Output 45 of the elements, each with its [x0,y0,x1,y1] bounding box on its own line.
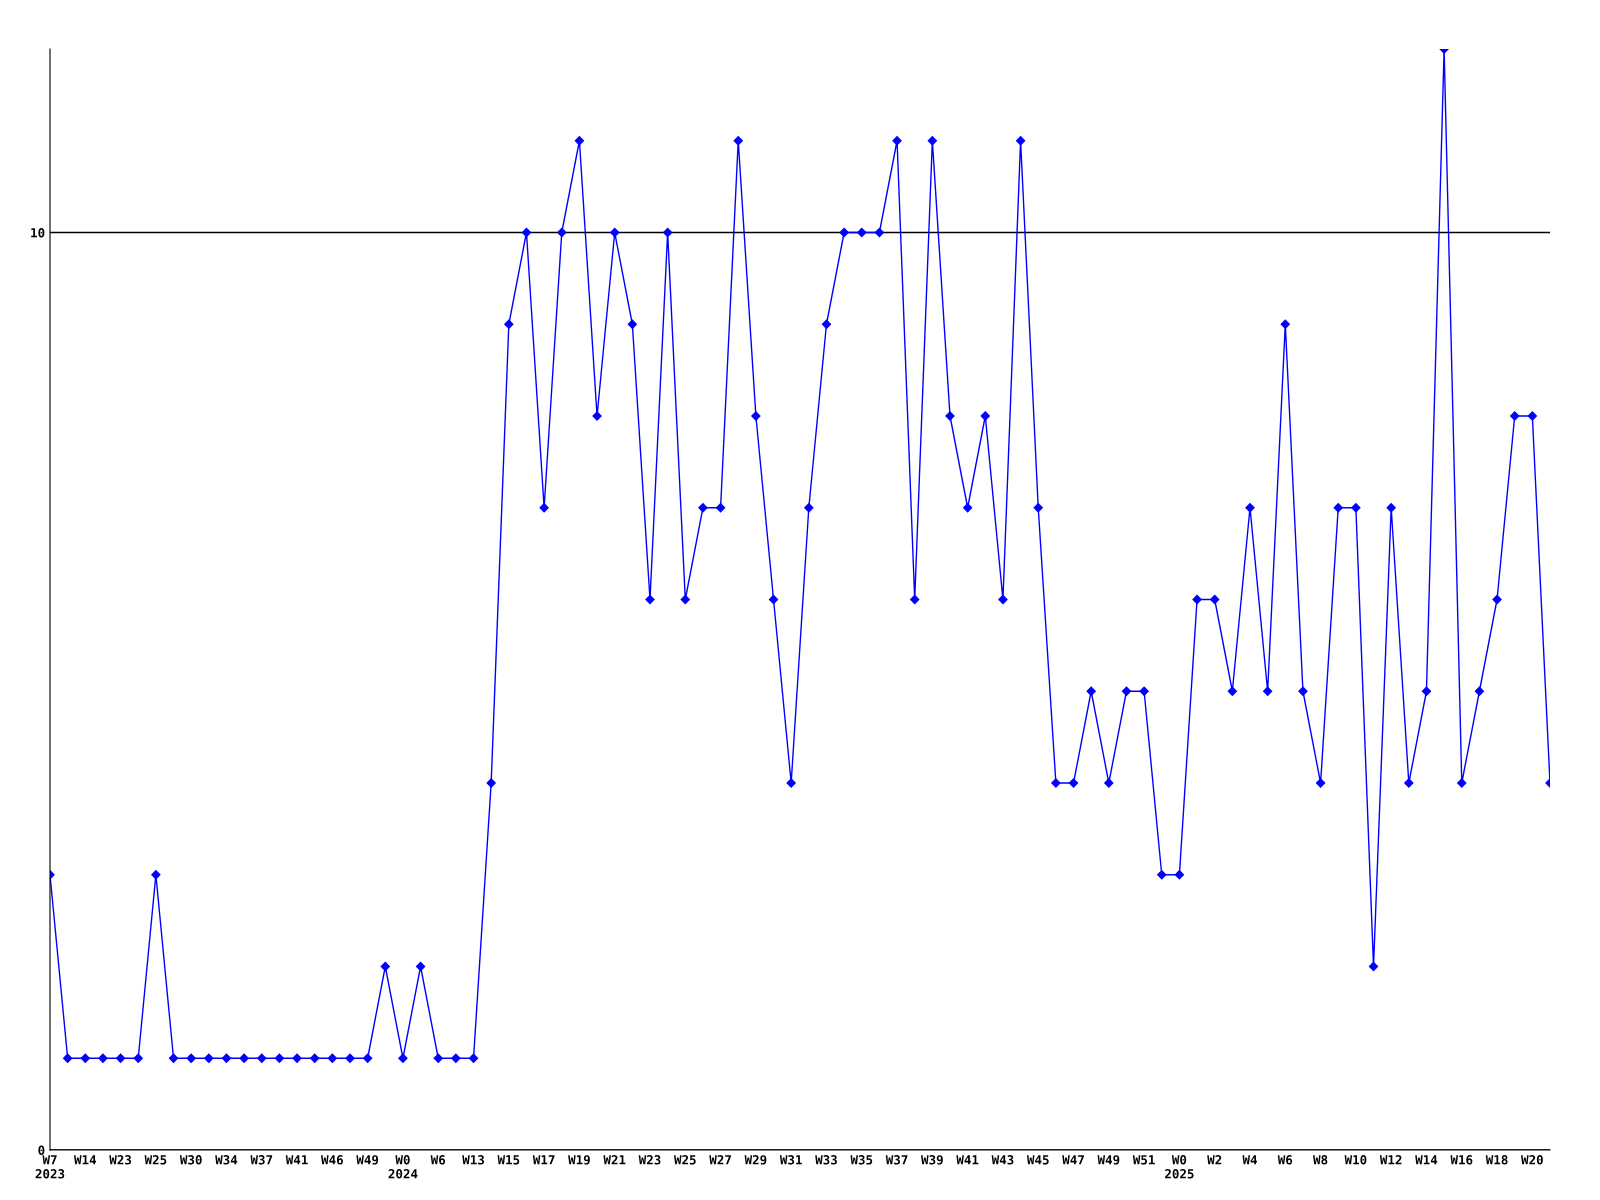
x-tick-label: W2 [1207,1155,1222,1165]
x-tick-label: W25 [144,1155,167,1165]
x-tick-label: W31 [779,1155,802,1165]
x-tick-label: W34 [215,1155,238,1165]
x-tick-label: W49 [356,1155,379,1165]
x-tick-label: W15 [497,1155,520,1165]
x-tick-label: W10 [1344,1155,1367,1165]
x-tick-label: W19 [568,1155,590,1165]
x-tick-label: W13 [462,1155,485,1165]
x-tick-label: W8 [1313,1155,1328,1165]
x-tick-label: W6 [430,1155,446,1165]
x-tick-label: W33 [815,1155,837,1165]
x-tick-label: W35 [850,1155,873,1165]
x-tick-label: W37 [250,1155,273,1165]
x-tick-label: W23 [638,1155,661,1165]
x-tick-label: W25 [674,1155,696,1165]
x-tick-label: W12 [1379,1155,1402,1165]
x-tick-label: W27 [709,1155,731,1165]
x-tick-label: W14 [1415,1155,1438,1165]
x-tick-label: W45 [1026,1155,1049,1165]
x-tick-label: W47 [1062,1155,1084,1165]
x-tick-label: W18 [1485,1155,1508,1165]
x-tick-label: W17 [532,1155,555,1165]
x-tick-label: W20 [1521,1155,1543,1165]
x-tick-label: W37 [885,1155,908,1165]
x-tick-label: W41 [956,1155,979,1165]
x-tick-label: W16 [1450,1155,1473,1165]
x-tick-label: W21 [603,1155,626,1165]
x-tick-label: W6 [1277,1155,1293,1165]
x-tick-label: W41 [285,1155,308,1165]
x-tick-label: W29 [744,1155,767,1165]
x-tick-label: W4 [1242,1155,1257,1165]
x-tick-label: W49 [1097,1155,1120,1165]
x-tick-label: W43 [991,1155,1014,1165]
x-tick-label: W7 2023 [35,1155,65,1179]
y-tick-label: 10 [31,227,45,238]
x-tick-label: W0 2024 [388,1155,418,1179]
x-tick-label: W0 2025 [1165,1155,1194,1179]
y-tick-label: 0 [38,1145,45,1155]
x-tick-label: W30 [179,1155,202,1165]
x-tick-label: W39 [921,1155,943,1165]
x-tick-label: W23 [109,1155,132,1165]
x-tick-label: W14 [74,1155,97,1165]
x-tick-label: W51 [1132,1155,1155,1165]
x-tick-label: W46 [321,1155,343,1165]
